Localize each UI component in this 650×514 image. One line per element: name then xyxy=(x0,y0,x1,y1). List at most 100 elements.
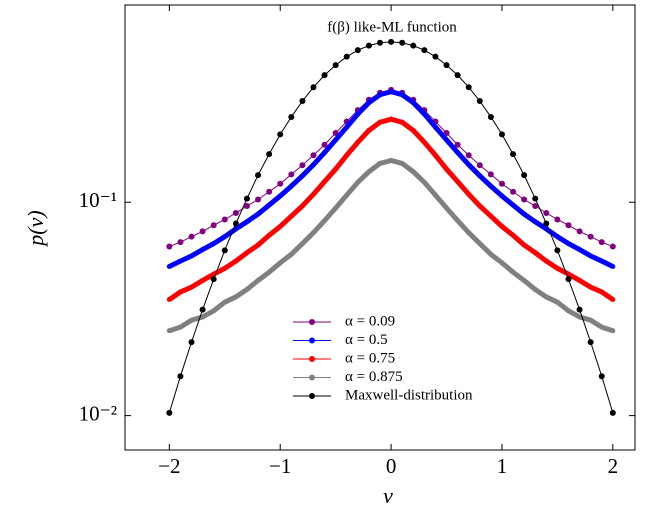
data-point xyxy=(410,100,416,106)
data-point xyxy=(299,241,305,247)
data-point xyxy=(177,324,183,330)
data-point xyxy=(255,277,261,283)
data-point xyxy=(477,203,483,209)
data-point xyxy=(521,211,527,217)
data-point xyxy=(166,409,173,416)
data-point xyxy=(565,276,572,283)
data-point xyxy=(233,294,239,300)
data-point xyxy=(344,192,350,198)
data-point xyxy=(532,250,538,256)
data-point xyxy=(476,98,483,105)
data-point xyxy=(344,152,350,158)
data-point xyxy=(299,162,306,169)
legend-marker xyxy=(309,356,315,362)
data-point xyxy=(288,213,294,219)
data-point xyxy=(244,219,250,225)
data-point xyxy=(499,260,505,266)
data-point xyxy=(366,100,372,106)
data-point xyxy=(310,84,317,91)
data-point xyxy=(554,216,561,223)
data-point xyxy=(477,173,483,179)
data-point xyxy=(609,409,616,416)
data-point xyxy=(288,113,295,120)
data-point xyxy=(354,47,361,54)
data-point xyxy=(543,258,549,264)
data-point xyxy=(510,202,516,208)
data-point xyxy=(333,166,339,172)
legend-label: Maxwell-distribution xyxy=(345,387,473,403)
data-point xyxy=(310,152,317,159)
data-point xyxy=(565,308,571,314)
data-point xyxy=(221,216,228,223)
data-point xyxy=(499,193,505,199)
data-point xyxy=(432,192,438,198)
data-point xyxy=(299,173,305,179)
data-point xyxy=(410,127,416,133)
data-point xyxy=(565,241,571,247)
data-point xyxy=(355,179,361,185)
data-point xyxy=(255,211,261,217)
data-point xyxy=(310,162,316,168)
data-point xyxy=(388,116,394,122)
data-point xyxy=(355,139,361,145)
data-point xyxy=(444,137,450,143)
data-point xyxy=(310,230,316,236)
legend-marker xyxy=(309,393,315,399)
data-point xyxy=(399,39,406,46)
data-point xyxy=(299,98,306,105)
data-point xyxy=(288,171,295,178)
data-point xyxy=(532,195,539,202)
data-point xyxy=(189,317,195,323)
data-point xyxy=(521,277,527,283)
x-tick-label: 1 xyxy=(497,454,508,478)
data-point xyxy=(477,241,483,247)
data-point xyxy=(232,210,239,217)
data-point xyxy=(498,180,505,187)
data-point xyxy=(388,157,394,163)
data-point xyxy=(432,152,438,158)
data-point xyxy=(388,89,394,95)
data-point xyxy=(466,162,472,168)
series-line xyxy=(167,116,615,302)
data-point xyxy=(610,328,616,334)
data-point xyxy=(432,53,439,60)
data-point xyxy=(443,62,450,69)
x-tick-label: −2 xyxy=(158,454,180,478)
series xyxy=(166,38,616,416)
data-point xyxy=(355,111,361,117)
data-point xyxy=(255,196,262,203)
chart-title: f(β) like-ML function xyxy=(327,19,457,35)
data-point xyxy=(488,251,494,257)
data-point xyxy=(288,183,294,189)
data-point xyxy=(388,38,395,45)
data-point xyxy=(532,203,539,210)
data-point xyxy=(199,306,206,313)
data-point xyxy=(222,265,228,271)
data-point xyxy=(510,188,517,195)
data-point xyxy=(321,141,328,148)
data-point xyxy=(333,205,339,211)
data-point xyxy=(609,243,616,250)
data-point xyxy=(576,228,583,235)
data-point xyxy=(454,141,461,148)
legend-marker xyxy=(309,337,315,344)
data-point xyxy=(455,218,461,224)
data-point xyxy=(465,152,472,159)
data-point xyxy=(377,92,383,98)
data-point xyxy=(487,113,494,120)
legend-marker xyxy=(309,319,315,325)
data-point xyxy=(366,127,372,133)
data-point xyxy=(377,160,383,166)
data-point xyxy=(255,172,262,179)
data-point xyxy=(299,203,305,209)
data-point xyxy=(200,277,206,283)
series xyxy=(166,86,616,250)
data-point xyxy=(177,373,184,380)
data-point xyxy=(466,191,472,197)
data-point xyxy=(266,232,272,238)
legend-marker xyxy=(309,374,315,381)
data-point xyxy=(277,223,283,229)
data-point xyxy=(200,314,206,320)
data-point xyxy=(266,188,273,195)
